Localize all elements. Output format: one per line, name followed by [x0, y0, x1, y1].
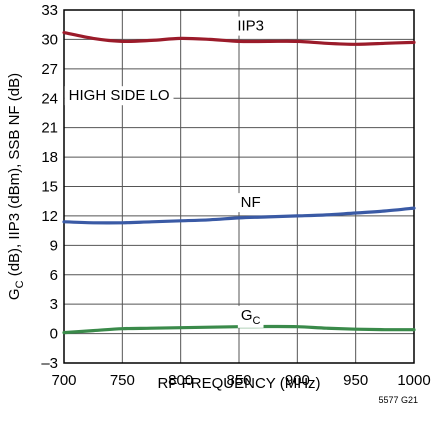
- x-tick-label: 900: [285, 372, 310, 389]
- annotation-background: [64, 86, 174, 106]
- x-tick-label: 800: [168, 372, 193, 389]
- x-tick-label: 950: [343, 372, 368, 389]
- series-nf-line: [62, 206, 416, 225]
- y-tick-label: –3: [41, 355, 58, 372]
- series-label-background: [237, 305, 264, 328]
- y-tick-label: 9: [50, 237, 58, 254]
- y-tick-label: 6: [50, 267, 58, 284]
- series-label-gc-subscript: C: [253, 315, 261, 327]
- y-tick-label: 33: [41, 2, 58, 19]
- tick-labels: 700 750 800 850 900 950 1000 –3 0 3 6 9 12 15 18 21 24 27…: [41, 2, 430, 389]
- y-tick-label: 24: [41, 90, 58, 107]
- series-label-background: [237, 193, 264, 213]
- y-tick-label: 15: [41, 179, 58, 196]
- x-tick-label: 850: [226, 372, 251, 389]
- y-tick-label: 18: [41, 149, 58, 166]
- y-tick-label: 27: [41, 61, 58, 78]
- y-axis-title: GC (dB), IIP3 (dBm), SSB NF (dB): [6, 73, 26, 300]
- y-tick-label: 21: [41, 120, 58, 137]
- x-tick-label: 1000: [397, 372, 430, 389]
- series-label-gc: GC: [241, 307, 261, 327]
- series-iip3-line: [62, 31, 416, 46]
- series-label-gc-main: G: [241, 307, 253, 324]
- annotation-high-side-lo: HIGH SIDE LO: [69, 87, 170, 104]
- series-label-background: [234, 16, 268, 36]
- y-axis-title-g: G: [6, 288, 23, 300]
- y-tick-label: 3: [50, 296, 58, 313]
- x-axis-title: RF FREQUENCY (MHz): [157, 375, 320, 392]
- figure-id: 5577 G21: [378, 395, 418, 405]
- series-label-nf: NF: [241, 194, 261, 211]
- y-axis-title-rest: (dB), IIP3 (dBm), SSB NF (dB): [6, 73, 23, 281]
- grid: [63, 9, 415, 364]
- plot-frame: [63, 9, 415, 364]
- series-label-iip3: IIP3: [237, 18, 264, 35]
- x-tick-label: 700: [51, 372, 76, 389]
- y-tick-label: 0: [50, 326, 58, 343]
- y-tick-label: 12: [41, 208, 58, 225]
- y-tick-label: 30: [41, 31, 58, 48]
- x-tick-label: 750: [110, 372, 135, 389]
- y-axis-title-subscript: C: [14, 280, 26, 288]
